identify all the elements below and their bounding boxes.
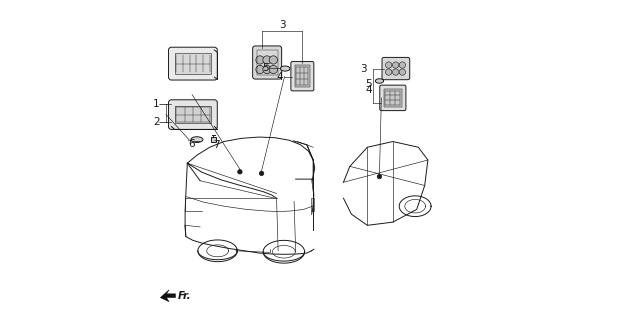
Circle shape bbox=[269, 65, 278, 74]
FancyBboxPatch shape bbox=[291, 61, 314, 91]
Text: 3: 3 bbox=[279, 20, 286, 30]
Text: 5: 5 bbox=[262, 63, 268, 73]
Text: 5: 5 bbox=[365, 79, 372, 90]
Bar bbox=[384, 89, 402, 107]
Ellipse shape bbox=[191, 137, 203, 142]
Circle shape bbox=[392, 62, 399, 68]
Text: 2: 2 bbox=[153, 117, 160, 127]
Bar bbox=[311, 198, 314, 211]
Text: 4: 4 bbox=[365, 85, 372, 95]
Text: 7: 7 bbox=[213, 140, 219, 150]
Circle shape bbox=[386, 69, 392, 75]
Ellipse shape bbox=[375, 79, 384, 83]
Circle shape bbox=[237, 170, 242, 174]
Bar bbox=[211, 137, 216, 142]
FancyBboxPatch shape bbox=[380, 85, 406, 111]
Circle shape bbox=[399, 62, 405, 68]
Text: 3: 3 bbox=[360, 64, 366, 74]
Text: —: — bbox=[158, 118, 167, 127]
FancyBboxPatch shape bbox=[253, 46, 281, 79]
Bar bbox=[294, 65, 310, 87]
FancyBboxPatch shape bbox=[382, 57, 410, 80]
Circle shape bbox=[263, 56, 271, 64]
Bar bbox=[257, 50, 278, 75]
Text: 4: 4 bbox=[276, 72, 283, 82]
Bar bbox=[175, 106, 211, 123]
Bar bbox=[175, 53, 211, 74]
Circle shape bbox=[377, 174, 382, 179]
Text: —: — bbox=[193, 137, 201, 146]
FancyBboxPatch shape bbox=[169, 100, 217, 129]
Circle shape bbox=[256, 56, 264, 64]
Circle shape bbox=[392, 69, 399, 75]
FancyBboxPatch shape bbox=[169, 47, 217, 80]
Circle shape bbox=[263, 65, 271, 74]
Circle shape bbox=[269, 56, 278, 64]
Text: 1: 1 bbox=[153, 99, 160, 109]
Polygon shape bbox=[160, 290, 175, 302]
Text: —: — bbox=[158, 100, 167, 109]
Circle shape bbox=[386, 62, 392, 68]
Text: Fr.: Fr. bbox=[178, 291, 192, 301]
Circle shape bbox=[399, 69, 405, 75]
Text: 6: 6 bbox=[188, 139, 195, 149]
Ellipse shape bbox=[280, 66, 290, 71]
Circle shape bbox=[259, 171, 264, 176]
Circle shape bbox=[256, 65, 264, 74]
